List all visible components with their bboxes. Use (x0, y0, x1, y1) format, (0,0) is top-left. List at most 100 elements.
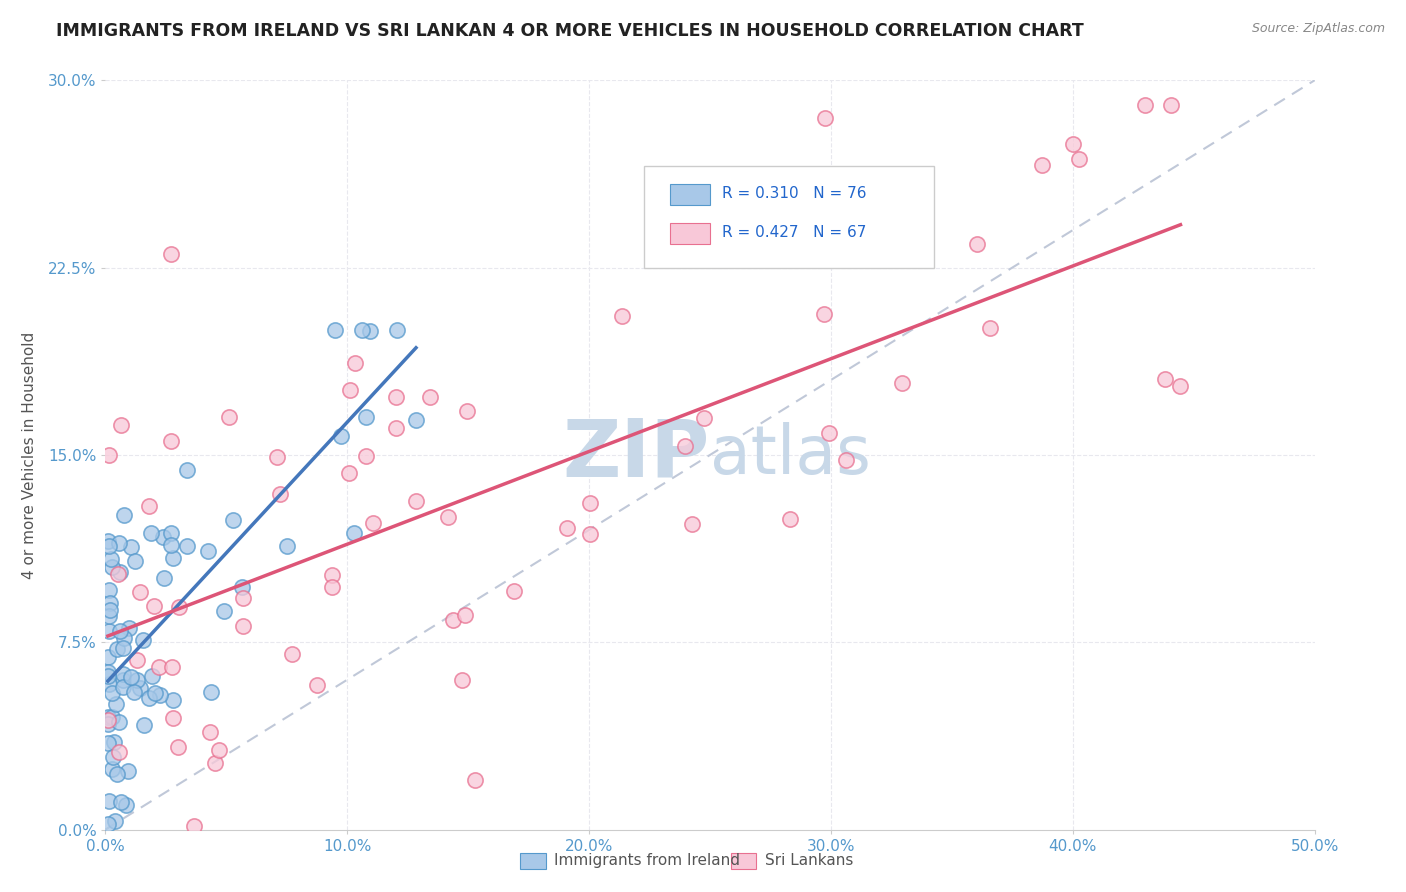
Text: IMMIGRANTS FROM IRELAND VS SRI LANKAN 4 OR MORE VEHICLES IN HOUSEHOLD CORRELATIO: IMMIGRANTS FROM IRELAND VS SRI LANKAN 4 … (56, 22, 1084, 40)
Point (200, 684, 222, 698)
FancyBboxPatch shape (671, 223, 710, 244)
Point (321, 580, 343, 594)
Y-axis label: 4 or more Vehicles in Household: 4 or more Vehicles in Household (22, 331, 37, 579)
Point (101, 762, 124, 776)
Point (97, 650, 120, 665)
Text: Sri Lankans: Sri Lankans (765, 854, 853, 868)
Point (141, 669, 163, 683)
Point (98, 677, 121, 691)
Point (152, 530, 174, 544)
Point (108, 536, 131, 550)
Point (337, 467, 360, 481)
Point (120, 670, 142, 684)
Point (280, 647, 302, 661)
Point (100, 552, 122, 566)
Point (456, 404, 478, 418)
FancyBboxPatch shape (671, 184, 710, 204)
Point (359, 324, 381, 338)
Point (97, 817, 120, 831)
Point (98, 539, 121, 553)
Point (212, 603, 235, 617)
Point (141, 526, 163, 541)
Point (330, 428, 353, 442)
Point (149, 688, 172, 702)
Point (97, 736, 120, 750)
Text: R = 0.310   N = 76: R = 0.310 N = 76 (723, 186, 866, 201)
Point (152, 571, 174, 585)
Point (101, 710, 124, 724)
Point (120, 541, 142, 555)
Point (112, 641, 135, 656)
Point (1133, 98, 1156, 112)
Point (97, 534, 120, 549)
Point (197, 543, 219, 558)
Point (891, 376, 914, 391)
Point (112, 667, 135, 681)
Point (97, 669, 120, 683)
Point (142, 599, 165, 613)
Point (578, 527, 600, 541)
Point (385, 323, 408, 337)
Point (159, 526, 181, 541)
Point (124, 554, 146, 568)
Point (98, 596, 121, 610)
Point (111, 680, 134, 694)
Point (692, 411, 714, 425)
Point (97, 582, 120, 597)
Point (108, 745, 131, 759)
Point (405, 494, 427, 508)
Point (966, 237, 988, 252)
Point (107, 566, 129, 581)
Point (129, 681, 152, 695)
Point (356, 409, 378, 424)
Text: R = 0.427   N = 67: R = 0.427 N = 67 (723, 225, 866, 240)
Point (167, 600, 190, 615)
Point (124, 685, 146, 699)
Point (129, 585, 152, 599)
Point (339, 383, 361, 397)
Point (166, 740, 188, 755)
Point (385, 390, 408, 404)
Point (107, 714, 129, 729)
Point (1031, 158, 1053, 172)
Point (1170, 379, 1192, 393)
Point (160, 247, 183, 261)
Point (610, 309, 633, 323)
Point (555, 521, 578, 535)
Text: ZIP: ZIP (562, 416, 710, 494)
Point (305, 678, 328, 692)
Point (1160, 98, 1182, 112)
Point (232, 591, 254, 605)
Point (98, 603, 121, 617)
Point (132, 633, 155, 648)
Point (98, 609, 121, 624)
Point (97, 665, 120, 679)
Point (232, 619, 254, 633)
Point (454, 607, 477, 622)
Point (97, 624, 120, 638)
Point (162, 693, 184, 707)
Point (143, 686, 166, 700)
Point (108, 565, 131, 579)
Point (503, 584, 526, 599)
Point (101, 686, 124, 700)
Point (108, 624, 131, 638)
Point (198, 724, 221, 739)
Point (110, 795, 132, 809)
Point (579, 496, 602, 510)
Point (176, 463, 198, 477)
Point (231, 580, 253, 594)
Point (384, 420, 406, 434)
Point (1154, 372, 1177, 386)
Point (159, 539, 181, 553)
Point (138, 499, 160, 513)
Point (162, 550, 184, 565)
Point (112, 673, 135, 687)
Point (176, 539, 198, 553)
Point (208, 743, 231, 757)
Point (162, 711, 184, 725)
Point (159, 434, 181, 448)
Point (112, 631, 135, 645)
FancyBboxPatch shape (644, 167, 934, 268)
Point (134, 718, 156, 732)
